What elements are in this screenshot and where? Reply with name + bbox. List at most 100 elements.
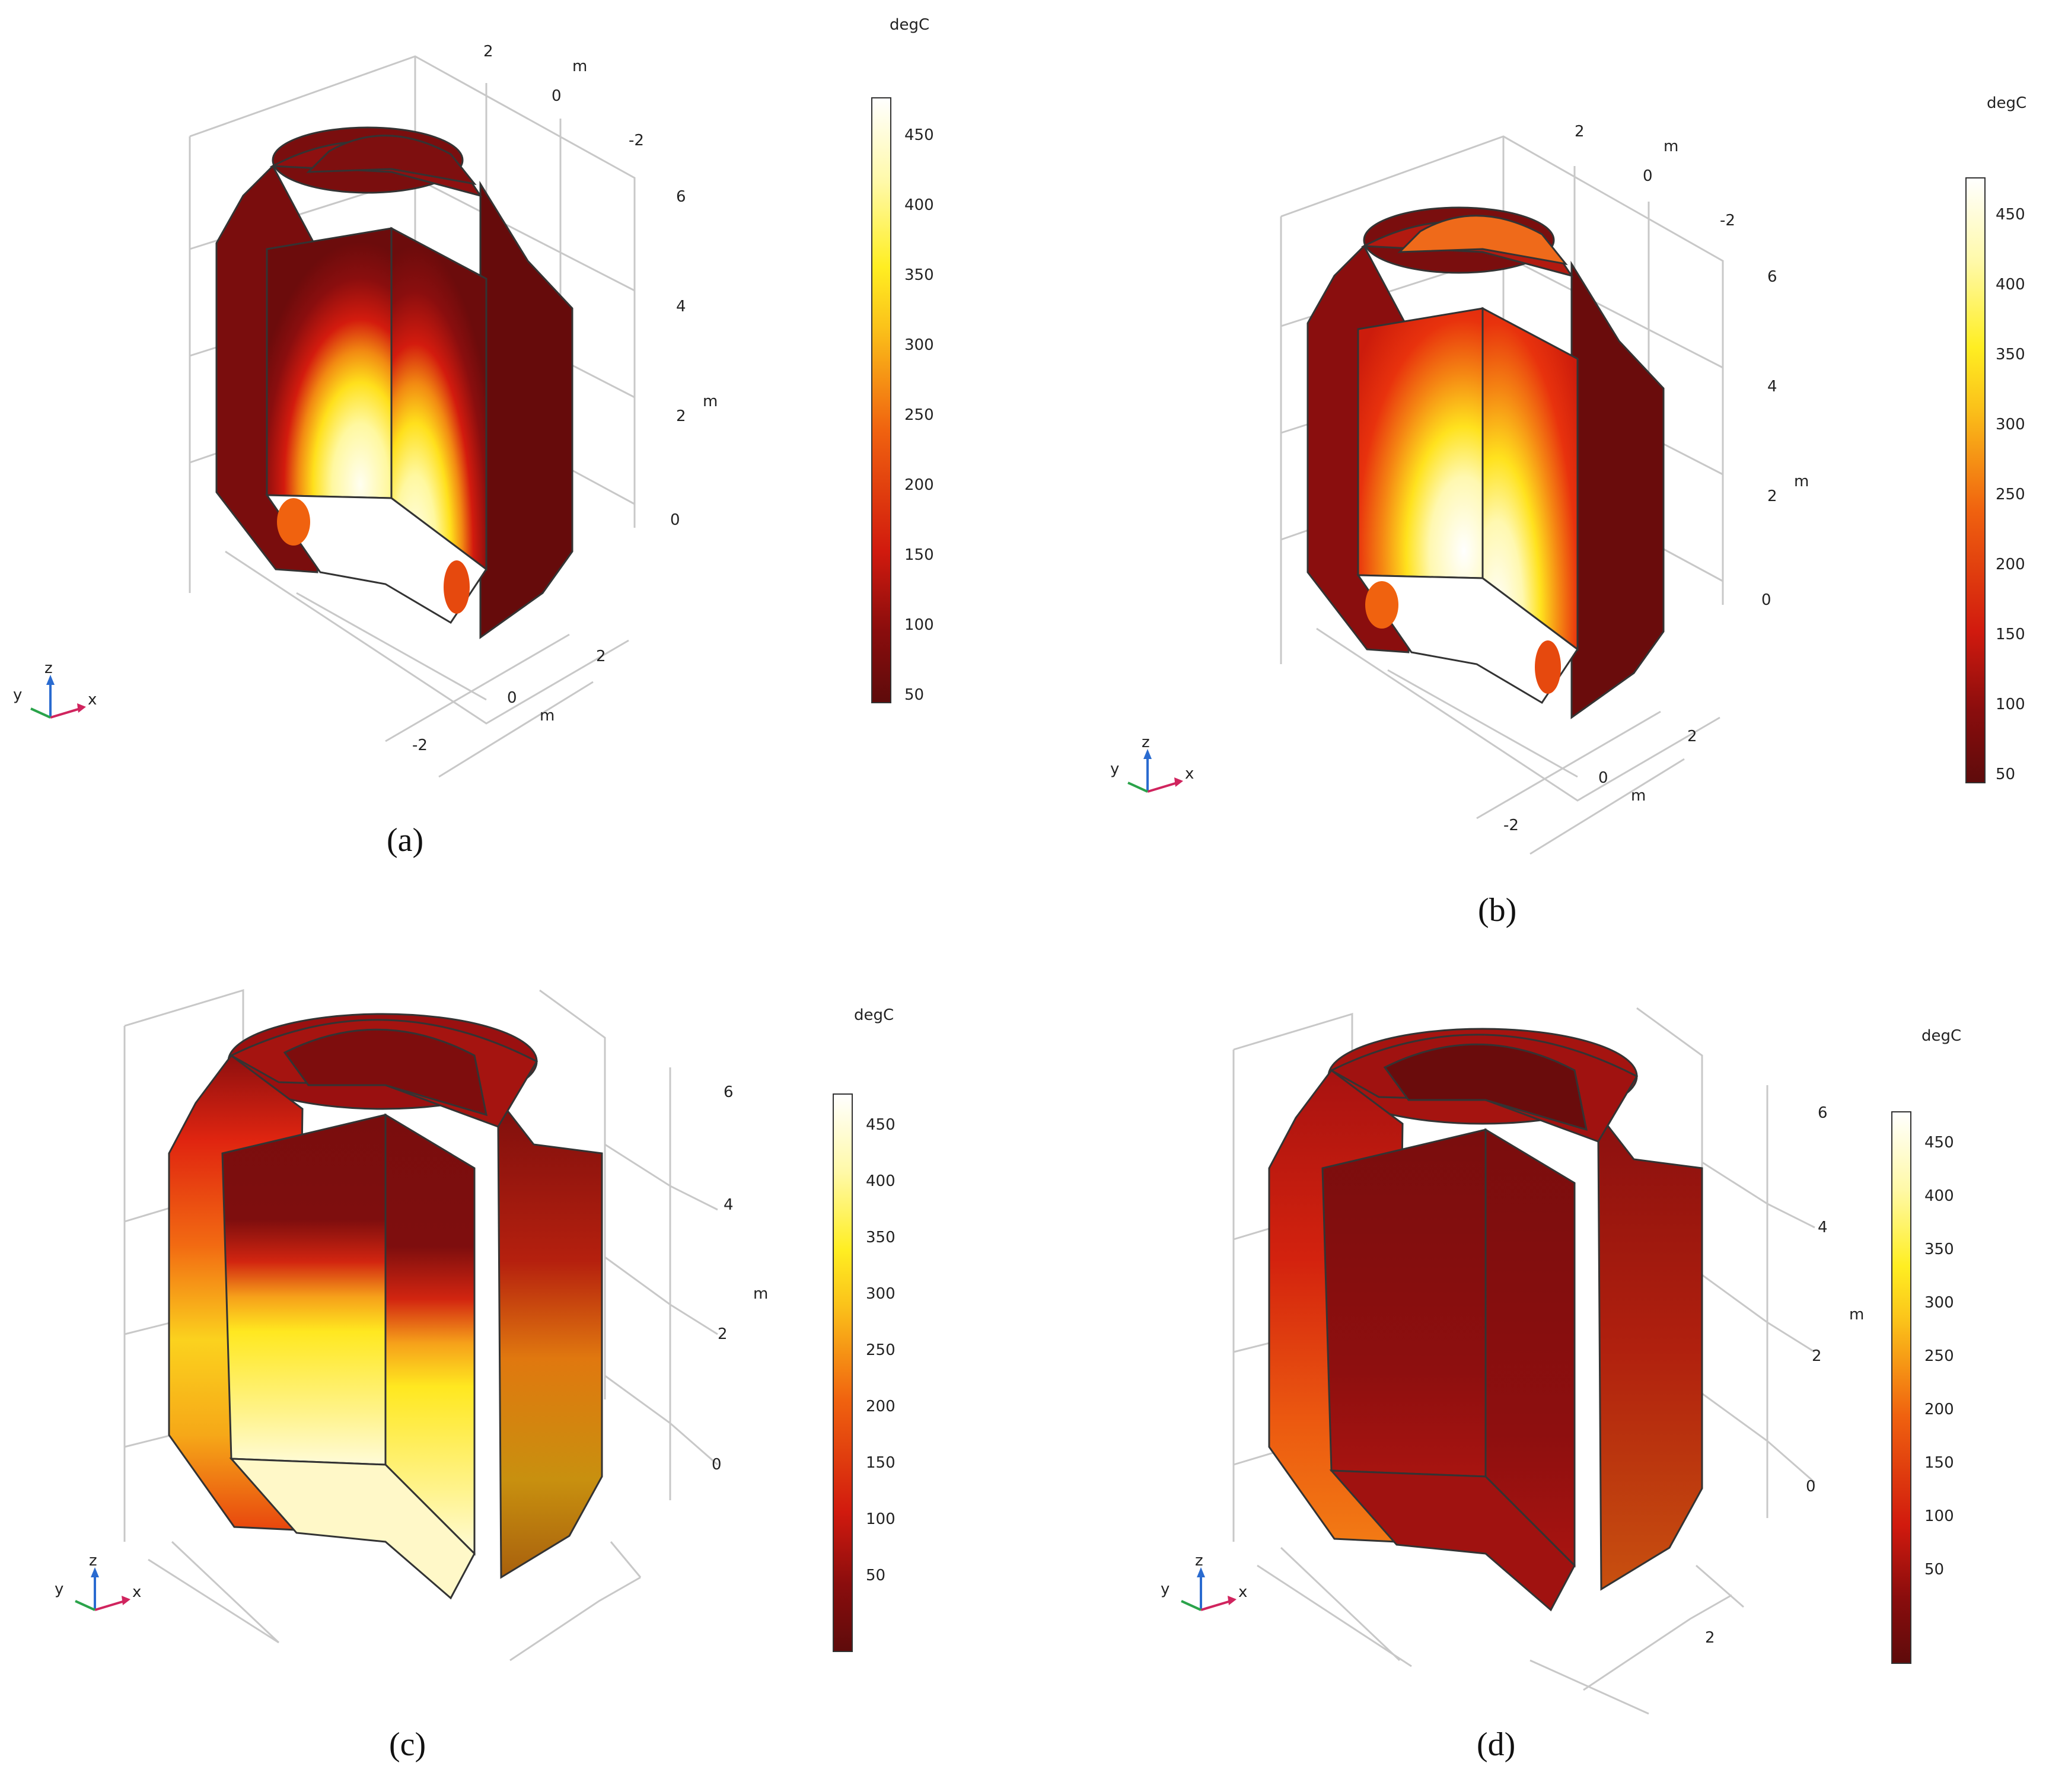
triad-y: y [55,1580,63,1598]
cb-tick: 450 [1996,206,2025,224]
cb-tick: 450 [866,1116,896,1134]
colorbar: degC 450 400 350 300 250 200 150 100 50 [833,1006,896,1652]
tick-y-2: 0 [507,689,517,707]
unit-z: m [1849,1306,1864,1324]
cb-tick: 200 [866,1398,896,1415]
cb-tick: 300 [866,1285,896,1303]
panel-c: 6 4 2 0 m degC 450 400 350 300 250 200 1… [0,949,1008,1792]
triad-y: y [1161,1580,1170,1598]
tick-z-4: 4 [1818,1219,1828,1236]
cb-tick: 100 [904,616,934,634]
cb-tick: 350 [1924,1241,1954,1258]
triad-x: x [132,1583,141,1601]
triad-y: y [13,686,22,704]
unit-y: m [540,707,555,725]
cb-tick: 200 [1924,1401,1954,1418]
axis-triad: z x y [1110,734,1194,793]
triad-z: z [1195,1552,1203,1570]
cb-tick: 250 [866,1341,896,1359]
tick-z-2: 2 [718,1325,728,1343]
tick-x-2: 0 [552,87,562,105]
unit-z: m [1794,473,1809,490]
cb-tick: 50 [866,1567,885,1584]
panel-b-plot: 2 0 -2 m 6 4 2 0 m 2 0 -2 m degC 450 400… [1110,94,2026,855]
tick-z-0: 0 [670,511,680,529]
tick-y-1: 2 [596,648,606,665]
tick-x-3: -2 [629,132,644,149]
unit-z: m [753,1285,768,1303]
tick-z-6: 6 [1818,1104,1828,1122]
caption-c: (c) [389,1726,426,1763]
cb-tick: 100 [866,1510,896,1528]
tick-x-2: 0 [1643,167,1653,185]
triad-z: z [44,659,53,677]
triad-x: x [1185,765,1194,783]
panel-b: 2 0 -2 m 6 4 2 0 m 2 0 -2 m degC 450 400… [1020,71,2049,949]
caption-b: (b) [1478,892,1517,929]
caption-d: (d) [1477,1726,1516,1763]
cb-tick: 350 [866,1229,896,1246]
unit-x: m [1664,138,1678,155]
tick-x-1: 2 [483,43,493,60]
cb-tick: 250 [1924,1347,1954,1365]
cb-tick: 450 [904,126,934,144]
tick-z-4: 4 [724,1196,734,1214]
axis-grid [1232,1007,1815,1715]
tick-z-2: 2 [1767,487,1777,505]
tick-z-6: 6 [1767,268,1777,286]
panel-c-plot: 6 4 2 0 m degC 450 400 350 300 250 200 1… [55,989,896,1662]
colorbar: degC 450 400 350 300 250 200 150 100 50 [1965,94,2026,783]
tick-y-2: 0 [1598,769,1608,787]
cb-tick: 50 [1996,766,2015,783]
triad-z: z [1142,734,1150,751]
colorbar-unit: degC [854,1006,894,1024]
triad-x: x [1238,1583,1247,1601]
axis-triad: z x y [1161,1552,1247,1611]
tick-y-1: 2 [1705,1629,1715,1647]
cb-tick: 400 [1924,1187,1954,1205]
cb-tick: 300 [904,336,934,354]
reactor-body [168,1013,603,1600]
cb-tick: 150 [866,1454,896,1472]
cb-tick: 200 [1996,556,2025,573]
panel-a: 2 0 -2 m 6 4 2 0 m 2 0 -2 m degC 450 400… [0,0,1008,889]
cb-tick: 150 [1996,626,2025,643]
cb-tick: 50 [1924,1561,1944,1579]
triad-z: z [89,1552,97,1570]
tick-z-0: 0 [712,1456,722,1474]
caption-a: (a) [387,822,424,859]
tick-x-1: 2 [1575,123,1585,141]
panel-d-plot: 6 4 2 0 m 2 degC 450 400 350 300 250 200… [1161,1007,1961,1715]
cb-tick: 400 [866,1172,896,1190]
tick-z-0: 0 [1761,591,1771,609]
cb-tick: 150 [904,546,934,564]
cb-tick: 200 [904,476,934,494]
tick-y-1: 2 [1687,728,1697,745]
cb-tick: 400 [1996,276,2025,294]
tick-x-3: -2 [1720,212,1735,229]
panel-a-plot: 2 0 -2 m 6 4 2 0 m 2 0 -2 m degC 450 400… [13,16,934,778]
cb-tick: 150 [1924,1454,1954,1472]
cb-tick: 250 [1996,486,2025,503]
unit-y: m [1631,787,1646,805]
tick-z-6: 6 [676,188,686,206]
tick-z-6: 6 [724,1083,734,1101]
tick-z-0: 0 [1806,1478,1816,1496]
tick-z-4: 4 [1767,378,1777,396]
reactor-body [215,126,573,639]
unit-x: m [572,58,587,75]
colorbar-unit: degC [890,16,929,34]
cb-tick: 250 [904,406,934,424]
cb-tick: 450 [1924,1134,1954,1152]
cb-tick: 300 [1924,1294,1954,1312]
cb-tick: 350 [904,266,934,284]
colorbar: degC 450 400 350 300 250 200 150 100 50 [1891,1027,1961,1664]
reactor-body [1268,1028,1703,1612]
cb-tick: 350 [1996,346,2025,363]
tick-y-3: -2 [412,736,428,754]
axis-triad: z x y [13,659,97,719]
cb-tick: 100 [1996,696,2025,713]
cb-tick: 100 [1924,1507,1954,1525]
tick-z-4: 4 [676,298,686,315]
triad-y: y [1110,760,1119,778]
